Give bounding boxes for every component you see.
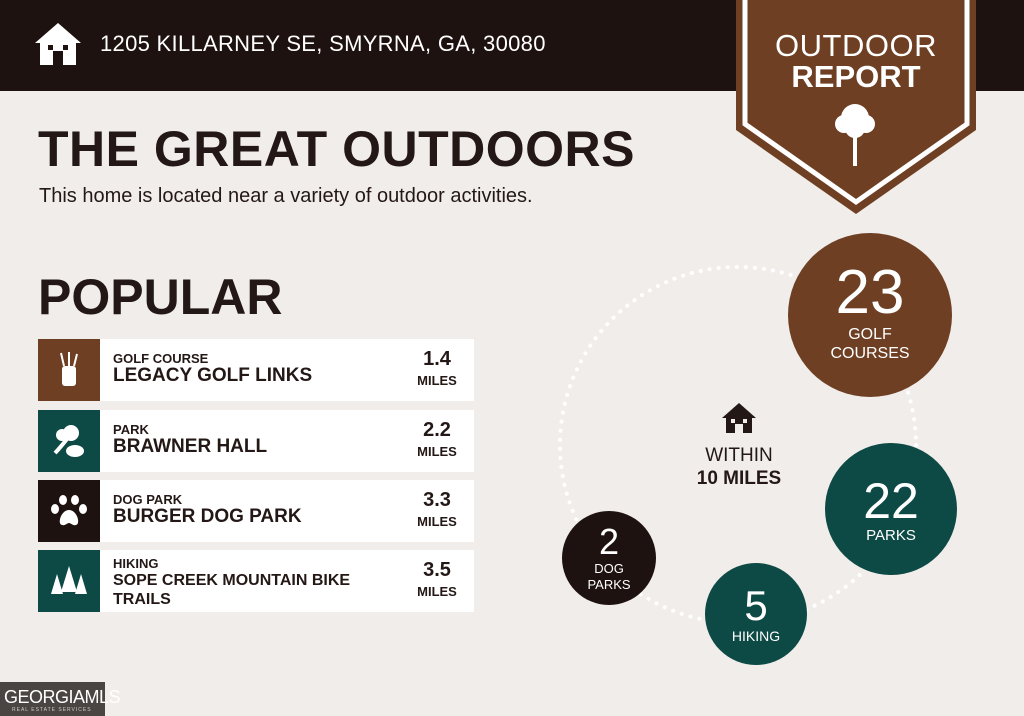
dog-parks-count-circle: 2 DOG PARKS xyxy=(562,511,656,605)
item-distance: 1.4 xyxy=(423,348,451,370)
home-icon xyxy=(722,403,756,433)
golf-label: GOLF COURSES xyxy=(830,326,910,362)
hiking-count: 5 xyxy=(744,582,768,629)
paw-icon xyxy=(38,480,100,542)
dog-parks-count: 2 xyxy=(598,521,620,562)
pine-trees-icon xyxy=(38,550,100,612)
home-icon xyxy=(35,23,81,65)
item-name: BRAWNER HALL xyxy=(113,436,268,457)
hiking-label: HIKING xyxy=(731,628,781,644)
list-item: HIKING SOPE CREEK MOUNTAIN BIKE TRAILS 3… xyxy=(38,550,474,612)
item-unit: MILES xyxy=(417,444,457,459)
golf-bag-icon xyxy=(38,339,100,401)
parks-label: PARKS xyxy=(866,526,916,544)
address: 1205 KILLARNEY SE, SMYRNA, GA, 30080 xyxy=(100,31,546,56)
popular-heading: POPULAR xyxy=(38,269,283,325)
georgia-mls-logo: GEORGIAMLS REAL ESTATE SERVICES xyxy=(0,682,121,716)
item-name: LEGACY GOLF LINKS xyxy=(113,365,313,386)
list-item: PARK BRAWNER HALL 2.2 MILES xyxy=(38,410,474,472)
item-category: HIKING xyxy=(113,556,159,571)
within-line1: WITHIN xyxy=(705,445,773,466)
golf-count-circle: 23 GOLF COURSES xyxy=(788,233,952,397)
list-item: DOG PARK BURGER DOG PARK 3.3 MILES xyxy=(38,480,474,542)
logo-text: GEORGIAMLS xyxy=(4,687,121,707)
item-distance: 2.2 xyxy=(423,419,451,441)
parks-count: 22 xyxy=(863,472,919,529)
item-category: DOG PARK xyxy=(113,492,183,507)
item-unit: MILES xyxy=(417,584,457,599)
outdoor-report-badge xyxy=(736,0,976,214)
logo-subtext: REAL ESTATE SERVICES xyxy=(12,707,92,713)
tree-icon xyxy=(835,104,875,166)
item-name: BURGER DOG PARK xyxy=(113,506,302,527)
parks-count-circle: 22 PARKS xyxy=(825,443,957,575)
item-category: PARK xyxy=(113,422,149,437)
item-distance: 3.3 xyxy=(423,489,451,511)
hiking-count-circle: 5 HIKING xyxy=(705,563,807,665)
page-title: THE GREAT OUTDOORS xyxy=(38,121,635,177)
badge-line2: REPORT xyxy=(791,59,921,94)
item-unit: MILES xyxy=(417,514,457,529)
item-name: SOPE CREEK MOUNTAIN BIKE TRAILS xyxy=(113,572,351,608)
within-line2: 10 MILES xyxy=(696,468,782,489)
list-item: GOLF COURSE LEGACY GOLF LINKS 1.4 MILES xyxy=(38,339,474,401)
item-category: GOLF COURSE xyxy=(113,351,209,366)
item-distance: 3.5 xyxy=(423,559,451,581)
park-icon xyxy=(38,410,100,472)
within-label: WITHIN 10 MILES xyxy=(680,444,798,490)
page-subtitle: This home is located near a variety of o… xyxy=(39,185,533,207)
badge-line1: OUTDOOR xyxy=(775,28,937,63)
item-unit: MILES xyxy=(417,373,457,388)
dog-parks-label: DOG PARKS xyxy=(587,561,631,592)
golf-count: 23 xyxy=(835,258,905,327)
